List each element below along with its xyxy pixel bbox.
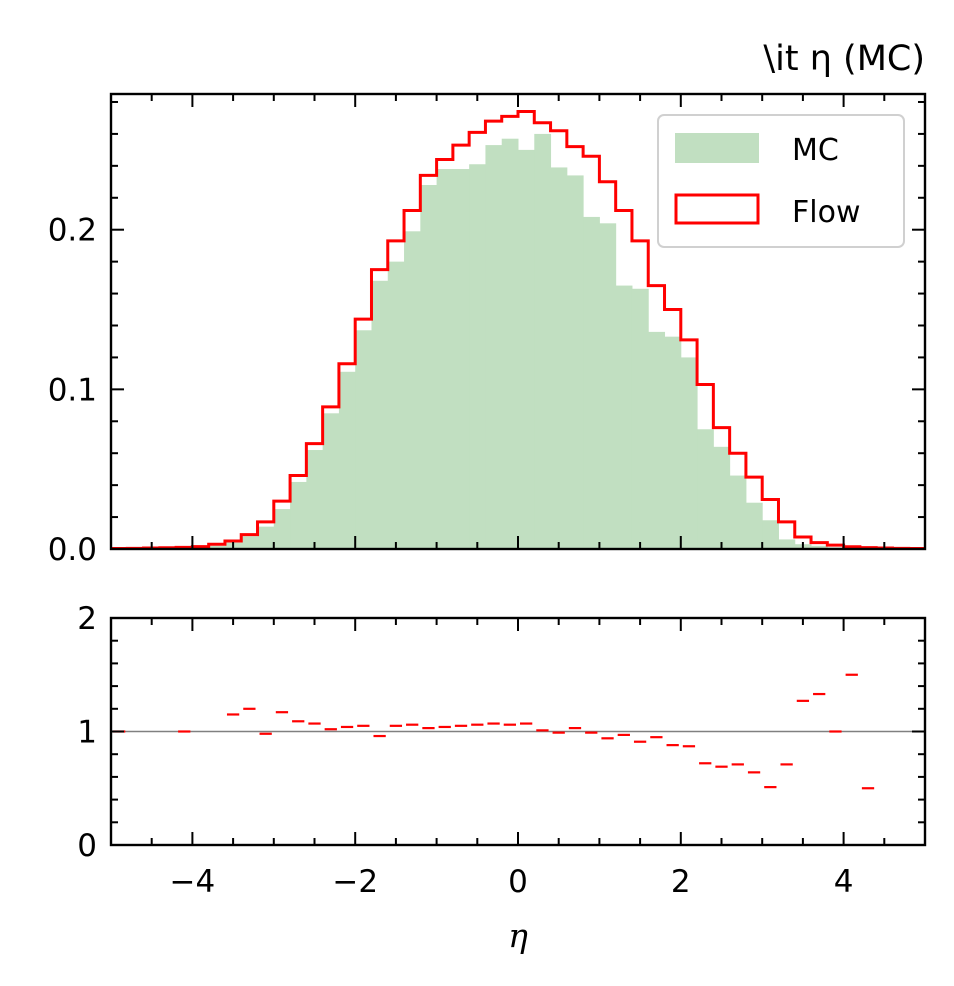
- chart-title: \it η (MC): [763, 39, 925, 79]
- x-tick-label: −2: [332, 864, 378, 900]
- y-tick-label: 0.0: [48, 532, 97, 568]
- mc-bar: [697, 429, 714, 549]
- mc-bar: [713, 446, 731, 549]
- mc-bar: [338, 371, 356, 549]
- mc-bar: [241, 536, 259, 549]
- y-tick-label: 0.2: [48, 213, 97, 249]
- mc-bar: [273, 509, 291, 549]
- mc-bar: [257, 526, 275, 549]
- mc-bar: [762, 520, 779, 549]
- mc-bar: [355, 330, 372, 549]
- mc-bar: [485, 145, 503, 550]
- mc-bar: [550, 167, 568, 549]
- ratio-marks: [113, 673, 875, 790]
- bottom-y-tick-labels: 0 1 2: [77, 601, 97, 864]
- mc-bar: [680, 357, 698, 549]
- x-tick-label: 2: [671, 864, 691, 900]
- mc-bar: [631, 288, 649, 549]
- y-tick-label: 0.1: [48, 372, 97, 408]
- mc-bar: [208, 545, 226, 549]
- flow-step-line: [111, 110, 925, 551]
- mc-bar: [583, 216, 600, 550]
- mc-bar: [745, 502, 763, 549]
- legend: MC Flow: [657, 114, 905, 248]
- mc-bar: [811, 545, 828, 549]
- legend-mc-swatch: [675, 133, 759, 163]
- mc-bar: [452, 169, 470, 549]
- mc-bar: [436, 169, 454, 549]
- histogram-panel: 0.0 0.1 0.2 \it η (MC) MC Flow: [48, 39, 927, 568]
- mc-bars: [176, 133, 877, 550]
- legend-flow-swatch: [674, 193, 760, 225]
- mc-bar: [664, 336, 682, 549]
- x-tick-label: 0: [508, 864, 528, 900]
- ratio-panel: 0 1 2 −4 −2 0 2 4 η: [77, 601, 927, 955]
- mc-bar: [469, 164, 486, 550]
- mc-bar: [518, 149, 535, 549]
- mc-bar: [534, 133, 552, 549]
- bottom-x-tick-labels: −4 −2 0 2 4: [170, 864, 854, 900]
- legend-mc-label: MC: [792, 133, 839, 168]
- mc-bar: [371, 280, 389, 549]
- mc-bar: [778, 539, 796, 549]
- y-tick-label: 2: [77, 601, 97, 637]
- mc-bar: [290, 481, 307, 549]
- mc-bar: [566, 175, 584, 549]
- y-tick-label: 0: [77, 828, 97, 864]
- mc-bar: [404, 231, 421, 549]
- mc-bar: [306, 450, 324, 549]
- top-ticks: [110, 94, 926, 550]
- mc-bar: [322, 413, 340, 549]
- mc-bar: [501, 138, 519, 549]
- mc-bar: [387, 261, 405, 549]
- mc-bar: [599, 223, 617, 549]
- mc-bar: [729, 475, 747, 549]
- x-tick-label: 4: [834, 864, 854, 900]
- top-y-tick-labels: 0.0 0.1 0.2: [48, 213, 97, 568]
- x-tick-label: −4: [170, 864, 216, 900]
- mc-bar: [615, 285, 633, 549]
- mc-bar: [648, 331, 666, 549]
- y-tick-label: 1: [77, 715, 97, 751]
- x-axis-label: η: [508, 916, 528, 955]
- bottom-ticks: [110, 617, 926, 846]
- legend-flow-label: Flow: [792, 195, 860, 230]
- mc-bar: [420, 185, 438, 549]
